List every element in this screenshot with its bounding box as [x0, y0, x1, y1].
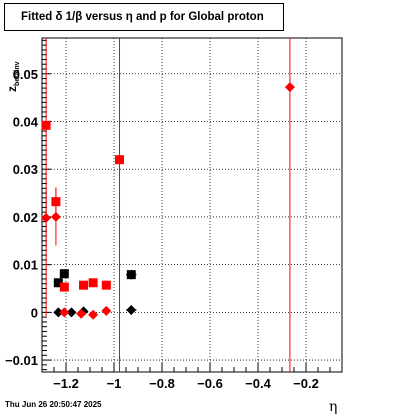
data-point-diamond [59, 307, 70, 318]
plot-border [41, 37, 343, 373]
x-axis-label: η [329, 399, 337, 414]
y-tick-label: 0.04 [13, 115, 39, 130]
data-point-diamond [101, 305, 112, 316]
data-point-diamond [66, 307, 77, 318]
y-axis-label: zbetainv [5, 61, 21, 92]
marker-diamond [76, 308, 87, 319]
y-tick-label: 0.02 [13, 210, 38, 225]
x-tick-label: −0.4 [245, 376, 271, 391]
marker-square [101, 280, 111, 290]
data-point-square [126, 269, 137, 280]
data-point-diamond [88, 309, 99, 320]
x-tick-label: −1.2 [53, 376, 79, 391]
marker-diamond [41, 212, 52, 223]
y-tick-label: −0.01 [5, 353, 38, 368]
marker-diamond [53, 307, 64, 318]
y-tick-label: 0.01 [13, 258, 38, 273]
marker-square [115, 155, 125, 165]
axis-titles: η zbetainv [5, 61, 337, 414]
y-tick-label: 0.03 [13, 162, 38, 177]
x-tick-label: −1 [107, 376, 122, 391]
marker-diamond [50, 211, 61, 222]
data-point-diamond [41, 189, 52, 247]
data-point-diamond [126, 304, 137, 315]
y-axis-label-sub: betainv [14, 61, 21, 86]
grid-lines [42, 38, 342, 372]
plot-frame [41, 37, 343, 373]
marker-square [53, 278, 63, 288]
data-point-diamond [284, 38, 295, 372]
x-tick-label: −0.6 [197, 376, 223, 391]
marker-square [126, 270, 136, 280]
data-point-square [59, 269, 69, 279]
data-point-square [101, 280, 111, 290]
data-point-square [41, 38, 51, 317]
marker-square [59, 269, 69, 279]
axis-ticks [41, 39, 343, 372]
marker-diamond [88, 309, 99, 320]
marker-diamond [284, 82, 295, 93]
marker-square [79, 280, 89, 290]
data-points [41, 38, 295, 372]
data-point-square [79, 280, 89, 290]
data-point-square [88, 278, 98, 288]
marker-square [88, 278, 98, 288]
data-point-diamond [76, 308, 87, 319]
y-tick-label: 0 [31, 305, 38, 320]
tick-labels: −1.2 −1 −0.8 −0.6 −0.4 −0.2 −0.01 0 0.01 0.02 0.03… [5, 67, 319, 391]
marker-diamond [66, 307, 77, 318]
data-point-square [115, 38, 125, 372]
data-point-diamond [50, 188, 61, 246]
marker-diamond [59, 307, 70, 318]
chart-title: Fitted δ 1/β versus η and p for Global p… [21, 11, 264, 23]
y-axis-label-main: z [5, 86, 19, 92]
timestamp: Thu Jun 26 20:50:47 2025 [5, 400, 102, 409]
marker-diamond [126, 304, 137, 315]
data-point-square [59, 282, 69, 292]
x-tick-label: −0.8 [149, 376, 175, 391]
marker-square [41, 120, 51, 130]
y-tick-label: 0.05 [13, 67, 38, 82]
x-tick-label: −0.2 [293, 376, 319, 391]
chart-title-box: Fitted δ 1/β versus η and p for Global p… [4, 3, 284, 31]
marker-diamond [101, 305, 112, 316]
data-point-diamond [53, 307, 64, 318]
marker-square [59, 282, 69, 292]
